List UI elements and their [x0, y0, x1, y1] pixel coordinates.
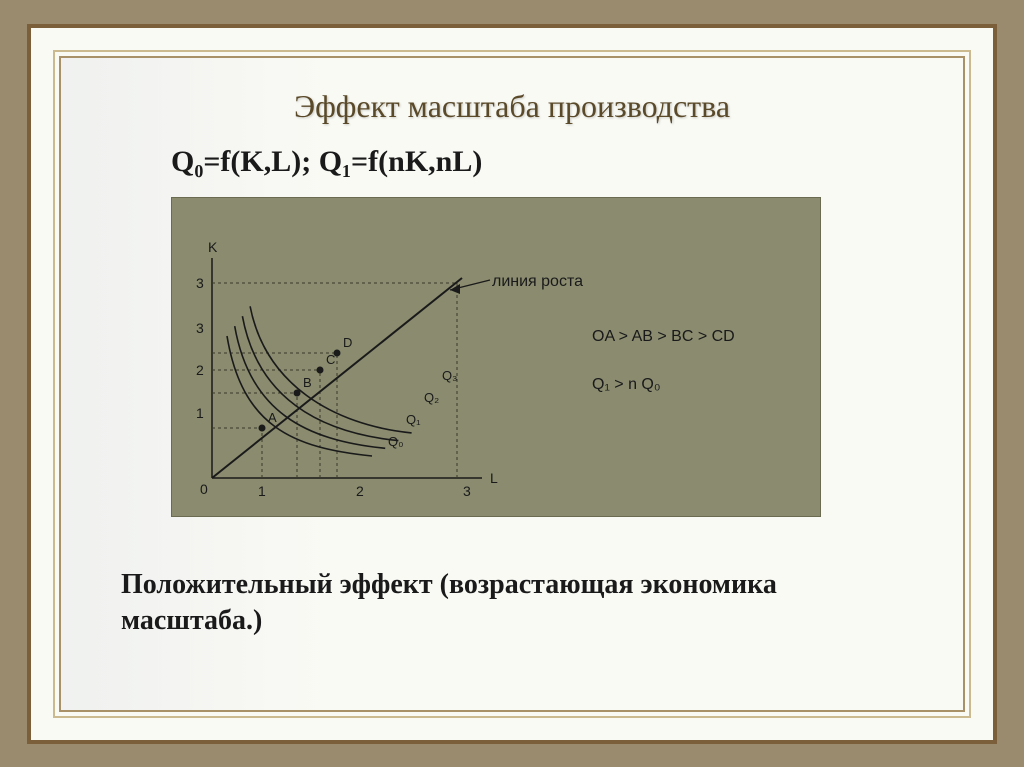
growth-line-label: линия роста	[492, 273, 583, 291]
svg-text:3: 3	[196, 275, 204, 291]
svg-text:3: 3	[196, 320, 204, 336]
svg-text:2: 2	[356, 483, 364, 499]
svg-text:1: 1	[258, 483, 266, 499]
svg-text:Q₀: Q₀	[388, 434, 404, 449]
slide-inner: Эффект масштаба производства Q₀=f(K,L); …	[59, 56, 965, 712]
svg-text:D: D	[343, 335, 352, 350]
chart-svg: KL01231233Q₀Q₁Q₂Q₃ABCD	[172, 198, 822, 518]
svg-text:A: A	[268, 410, 277, 425]
svg-text:K: K	[208, 239, 218, 255]
footer-caption: Положительный эффект (возрастающая эконо…	[121, 567, 913, 640]
slide-outer: Эффект масштаба производства Q₀=f(K,L); …	[27, 24, 997, 744]
svg-text:Q₂: Q₂	[424, 390, 439, 405]
svg-text:1: 1	[196, 405, 204, 421]
formula-line: Q₀=f(K,L); Q₁=f(nK,nL)	[171, 145, 913, 179]
svg-text:0: 0	[200, 481, 208, 497]
svg-text:Q₃: Q₃	[442, 368, 457, 383]
svg-text:Q₁: Q₁	[406, 412, 421, 427]
svg-text:2: 2	[196, 362, 204, 378]
svg-text:B: B	[303, 375, 312, 390]
svg-text:L: L	[490, 470, 498, 486]
inequality-1: OA > AB > BC > CD	[592, 328, 735, 346]
chart-container: KL01231233Q₀Q₁Q₂Q₃ABCD линия роста OA > …	[171, 197, 821, 517]
slide-title: Эффект масштаба производства	[111, 88, 913, 125]
inequality-2: Q₁ > n Q₀	[592, 376, 661, 394]
svg-text:3: 3	[463, 483, 471, 499]
